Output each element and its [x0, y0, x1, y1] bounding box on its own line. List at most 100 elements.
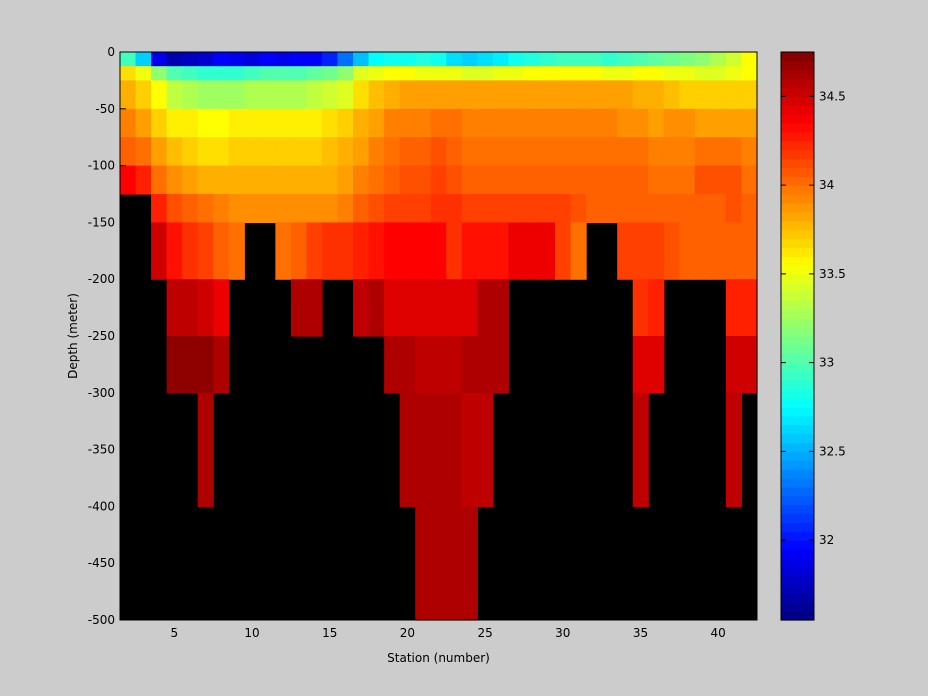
colorbar-swatch: [781, 424, 814, 435]
colorbar-swatch: [781, 229, 814, 239]
heatmap-cell: [259, 66, 276, 81]
heatmap-cell: [570, 52, 587, 67]
heatmap-cell: [353, 279, 370, 337]
heatmap-cell: [461, 222, 478, 280]
colorbar-swatch: [781, 593, 814, 603]
heatmap-cell: [430, 279, 447, 337]
heatmap-cell: [290, 279, 308, 337]
colorbar-swatch: [781, 407, 814, 417]
heatmap-cell: [477, 80, 494, 110]
heatmap-cell: [492, 80, 510, 110]
heatmap-cell: [399, 108, 416, 138]
heatmap-cell: [228, 137, 245, 167]
heatmap-cell: [461, 137, 478, 167]
heatmap-cell: [632, 137, 649, 167]
heatmap-cell: [430, 506, 447, 621]
heatmap-cell: [182, 194, 199, 223]
x-tick-label: 30: [555, 626, 570, 640]
heatmap-cell: [539, 108, 556, 138]
heatmap-cell: [663, 66, 680, 81]
heatmap-cell: [632, 52, 649, 67]
colorbar-tick-label: 33: [819, 356, 834, 370]
heatmap-cell: [384, 108, 401, 138]
y-axis: 0 -50 -100 -150 -200 -250 -300 -350 -400 -450 -500: [88, 45, 126, 627]
heatmap-cell: [586, 80, 603, 110]
heatmap-cell: [741, 137, 758, 167]
heatmap-cell: [213, 336, 230, 394]
heatmap-cell: [259, 52, 276, 67]
colorbar-swatch: [781, 442, 814, 452]
heatmap-cell: [244, 52, 261, 67]
heatmap-cell: [617, 66, 634, 81]
heatmap-cell: [632, 222, 649, 280]
heatmap-cell: [166, 52, 183, 67]
heatmap-cell: [228, 80, 245, 110]
heatmap-cell: [244, 137, 261, 167]
heatmap-cell: [353, 80, 370, 110]
heatmap-cell: [477, 392, 494, 507]
heatmap-cell: [368, 279, 385, 337]
heatmap-cell: [570, 66, 587, 81]
heatmap-cell: [539, 165, 556, 195]
heatmap-cell: [399, 336, 416, 394]
heatmap-cell: [228, 222, 245, 280]
heatmap-cell: [197, 392, 214, 507]
heatmap-cell: [492, 279, 510, 337]
colorbar-swatch: [781, 105, 814, 115]
heatmap-cell: [725, 194, 743, 223]
heatmap-cell: [182, 165, 199, 195]
x-tick-label: 40: [711, 626, 726, 640]
colorbar-swatch: [781, 504, 814, 515]
heatmap-cell: [384, 222, 401, 280]
heatmap-cell: [679, 165, 696, 195]
colorbar-swatch: [781, 238, 814, 248]
heatmap-cell: [710, 52, 727, 67]
heatmap-cell: [275, 222, 292, 280]
heatmap-cell: [415, 108, 432, 138]
colorbar-tick-label: 32.5: [819, 444, 846, 458]
y-tick-label: -450: [88, 556, 115, 570]
heatmap-cell: [275, 108, 292, 138]
heatmap-cell: [368, 165, 385, 195]
heatmap-cell: [368, 108, 385, 138]
heatmap-cell: [601, 66, 618, 81]
heatmap-cell: [415, 194, 432, 223]
heatmap-cell: [679, 222, 696, 280]
heatmap-cell: [694, 137, 711, 167]
heatmap-cell: [648, 137, 665, 167]
heatmap-cell: [508, 80, 525, 110]
heatmap-cell: [321, 222, 339, 280]
heatmap-cell: [446, 66, 463, 81]
colorbar-swatch: [781, 185, 814, 195]
heatmap-cell: [306, 52, 323, 67]
heatmap-cell: [135, 108, 152, 138]
heatmap-cell: [321, 66, 339, 81]
heatmap-cell: [508, 108, 525, 138]
heatmap-cell: [570, 165, 587, 195]
colorbar-swatch: [781, 211, 814, 222]
heatmap-cell: [539, 137, 556, 167]
colorbar-swatch: [781, 158, 814, 168]
heatmap-cell: [741, 80, 758, 110]
heatmap-cell: [430, 165, 447, 195]
heatmap-cell: [213, 66, 230, 81]
heatmap-cell: [321, 52, 339, 67]
heatmap-cell: [399, 392, 416, 507]
heatmap-cell: [477, 222, 494, 280]
heatmap-cell: [384, 52, 401, 67]
heatmap-cell: [477, 108, 494, 138]
heatmap-cell: [399, 52, 416, 67]
heatmap-cell: [523, 137, 541, 167]
heatmap-cell: [415, 506, 432, 621]
colorbar-swatch: [781, 486, 814, 497]
heatmap-cell: [244, 108, 261, 138]
heatmap-cell: [353, 66, 370, 81]
heatmap-cell: [725, 392, 743, 507]
heatmap-cell: [182, 279, 199, 337]
colorbar-swatch: [781, 327, 814, 337]
colorbar-swatch: [781, 167, 814, 177]
heatmap-cell: [492, 66, 510, 81]
y-tick-label: -100: [88, 159, 115, 173]
heatmap-cell: [430, 222, 447, 280]
heatmap-cell: [632, 66, 649, 81]
